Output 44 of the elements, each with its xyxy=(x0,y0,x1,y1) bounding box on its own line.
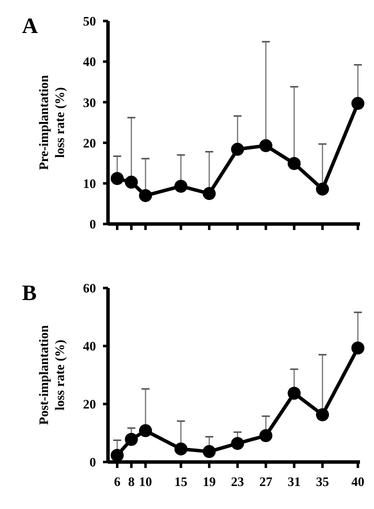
y-tick-label: 30 xyxy=(83,94,96,110)
point xyxy=(174,180,188,193)
x-tick-label: 15 xyxy=(174,474,188,489)
y-axis-title: Post-implantation loss rate (%) xyxy=(36,324,67,425)
y-tick-label: 0 xyxy=(90,216,96,232)
y-tick-label: 40 xyxy=(83,338,96,354)
point xyxy=(139,189,152,202)
point xyxy=(110,448,124,462)
point xyxy=(259,429,272,442)
x-tick-label: 6 xyxy=(114,474,121,489)
point xyxy=(316,182,329,196)
x-tick-label: 10 xyxy=(139,474,152,489)
point xyxy=(124,432,138,446)
y-tick-label: 40 xyxy=(83,54,96,70)
y-tick-label: 0 xyxy=(90,454,96,470)
point xyxy=(288,157,301,170)
point xyxy=(351,96,364,110)
y-tick-label: 50 xyxy=(83,14,96,29)
x-tick-label: 8 xyxy=(128,474,136,489)
y-tick-label: 10 xyxy=(83,176,96,191)
y-tick-label: 20 xyxy=(83,135,96,150)
x-tick-label: 31 xyxy=(288,474,301,489)
x-tick-label: 23 xyxy=(231,474,245,489)
y-tick-label: 60 xyxy=(83,280,96,296)
point xyxy=(202,445,216,458)
point xyxy=(316,408,329,422)
point xyxy=(231,142,244,156)
y-tick-label: 20 xyxy=(83,396,96,412)
point xyxy=(110,172,124,186)
point xyxy=(259,139,272,152)
x-tick-label: 40 xyxy=(351,474,364,489)
point xyxy=(139,424,152,438)
chart-title: A xyxy=(22,13,38,38)
point xyxy=(124,176,138,189)
x-tick-label: 27 xyxy=(259,474,273,489)
point xyxy=(202,187,216,200)
point xyxy=(231,436,244,450)
x-tick-label: 35 xyxy=(316,474,330,489)
x-tick-label: 19 xyxy=(202,474,216,489)
y-axis-title: Pre-implantation loss rate (%) xyxy=(36,74,67,170)
point xyxy=(351,342,364,355)
point xyxy=(174,442,188,456)
chart-title: B xyxy=(22,280,37,305)
point xyxy=(288,386,301,400)
